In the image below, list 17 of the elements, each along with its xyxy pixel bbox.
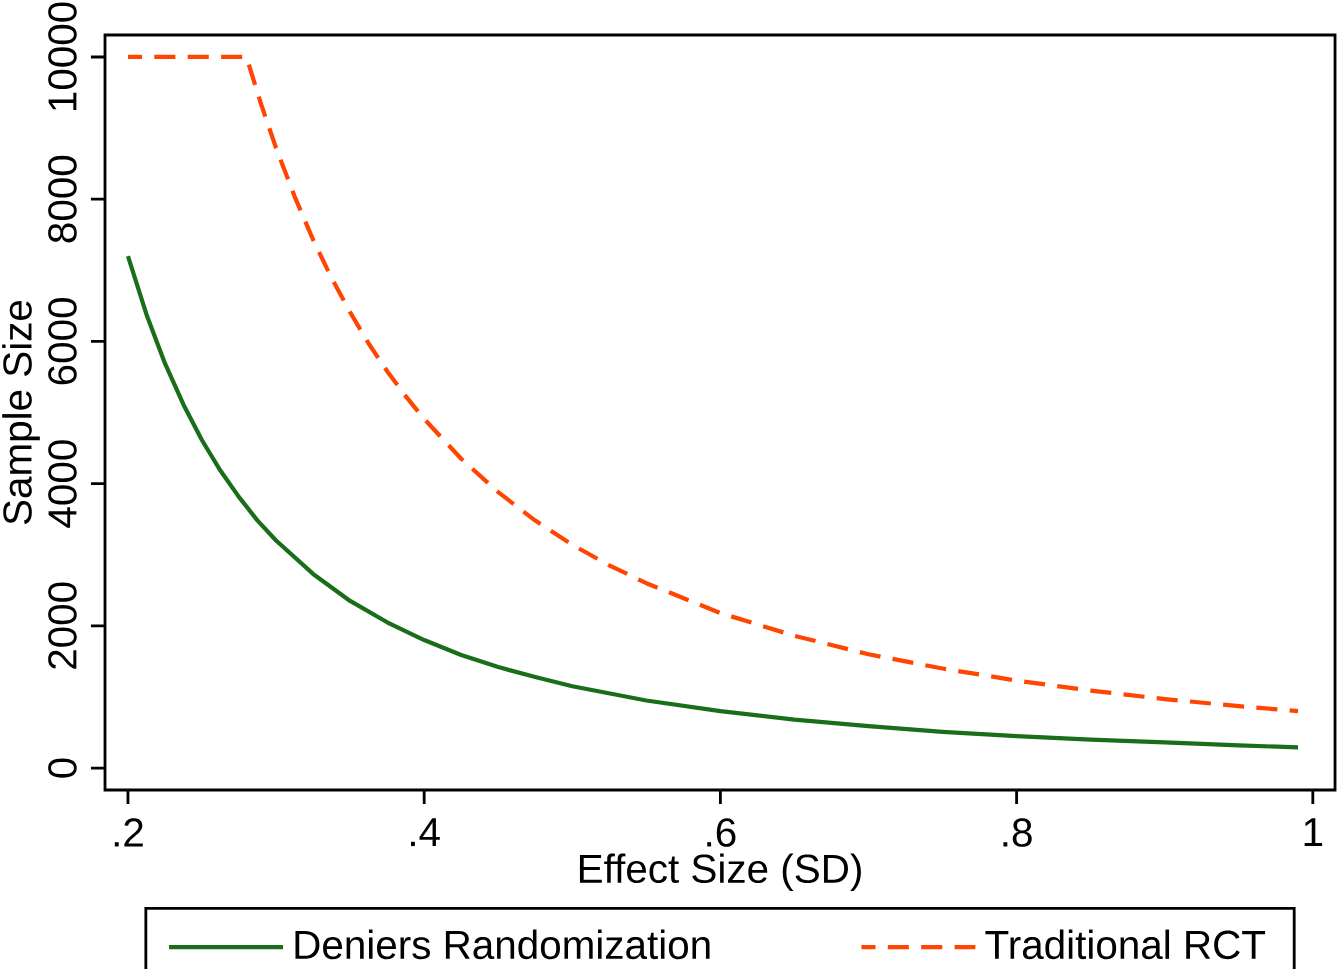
x-tick-label: .8 — [1003, 818, 1032, 847]
legend-label: Traditional RCT — [985, 929, 1266, 960]
x-tick-label: .6 — [707, 818, 736, 847]
y-tick-label: 6000 — [48, 298, 77, 385]
y-tick-label: 2000 — [48, 582, 77, 669]
line-series — [125, 54, 1301, 714]
y-tick-label: 8000 — [48, 155, 77, 243]
x-tick-label: .4 — [411, 818, 440, 847]
y-tick-label: 0 — [48, 758, 77, 778]
legend-label: Deniers Randomization — [295, 929, 710, 960]
line-series — [125, 253, 1301, 750]
y-tick-label: 10000 — [48, 2, 77, 111]
x-tick-label: 1 — [1304, 818, 1323, 847]
x-axis-title: Effect Size (SD) — [579, 853, 861, 892]
y-axis-title: Sample Size — [2, 300, 40, 525]
y-tick-label: 4000 — [48, 440, 77, 528]
x-tick-label: .2 — [114, 818, 143, 847]
